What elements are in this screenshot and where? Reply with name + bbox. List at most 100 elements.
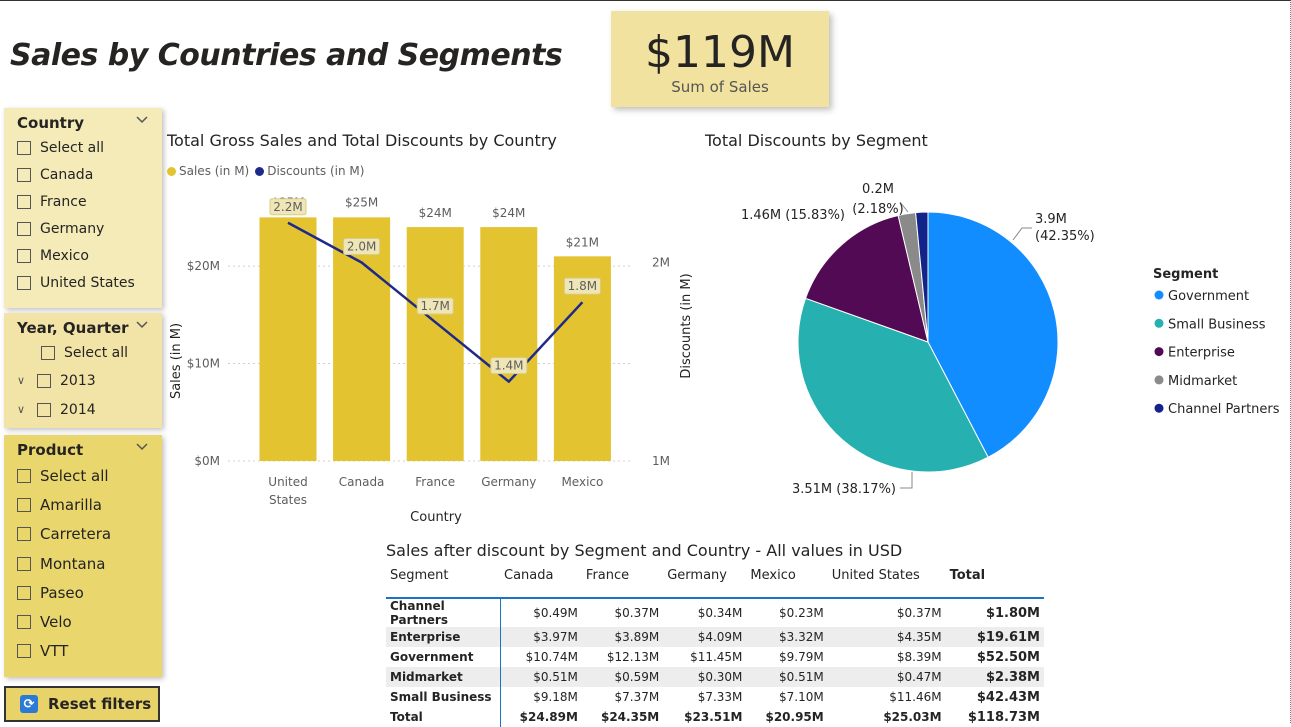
sales-bar[interactable] (406, 227, 464, 461)
kpi-card[interactable]: $119M Sum of Sales (611, 11, 829, 107)
discounts-by-segment-pie[interactable]: 3.9M (42.35%) 3.51M (38.17%) 1.46M (15.83%)… (700, 170, 1290, 510)
checkbox[interactable] (17, 497, 31, 512)
checkbox[interactable] (37, 402, 51, 417)
line-data-label: 1.8M (563, 277, 601, 295)
table-cell: $0.51M (746, 667, 828, 687)
bar-chart-legend: Sales (in M) Discounts (in M) (167, 164, 364, 178)
chevron-down-icon[interactable] (136, 116, 148, 124)
slicer-option[interactable]: Select all (17, 461, 162, 490)
option-label: Select all (64, 344, 128, 361)
chevron-down-icon[interactable] (136, 321, 148, 329)
total-row: Total $24.89M $24.35M $23.51M $20.95M $25.03M… (386, 707, 1044, 727)
column-header[interactable]: France (585, 568, 630, 583)
x-axis-title: Country (410, 510, 462, 525)
expand-chevron-icon[interactable]: ∨ (17, 403, 26, 416)
line-data-label: 1.4M (490, 357, 528, 375)
checkbox[interactable] (17, 140, 31, 155)
line-label-text: 2.0M (347, 239, 376, 253)
legend-dot (1154, 403, 1164, 413)
option-label: VTT (40, 642, 69, 661)
checkbox[interactable] (17, 585, 31, 600)
legend-entry[interactable]: Channel Partners (1168, 402, 1280, 417)
discounts-line[interactable] (287, 221, 584, 384)
pie-slice[interactable] (915, 211, 929, 343)
sales-matrix-table[interactable]: Segment Canada France Germany Mexico United S… (386, 566, 1044, 727)
option-label: United States (40, 274, 135, 291)
pie-slice[interactable] (927, 211, 1059, 458)
table-cell: $0.47M (827, 667, 946, 687)
legend-entry[interactable]: Government (1168, 289, 1249, 304)
expand-chevron-icon[interactable]: ∨ (17, 374, 26, 387)
pie-chart-title: Total Discounts by Segment (705, 131, 928, 150)
option-label: Paseo (40, 583, 84, 602)
leader-line (900, 472, 913, 489)
pie-slice[interactable] (804, 214, 929, 343)
checkbox[interactable] (17, 644, 31, 659)
slicer-option[interactable]: Select all (17, 134, 162, 161)
checkbox[interactable] (37, 373, 51, 388)
line-label-text: 1.8M (568, 279, 597, 293)
column-header[interactable]: Canada (504, 568, 554, 583)
column-header[interactable]: Segment (390, 568, 449, 583)
slicer-option[interactable]: Paseo (17, 578, 162, 607)
x-tick-label: United (268, 475, 307, 489)
checkbox[interactable] (17, 615, 31, 630)
option-label: Select all (40, 466, 109, 485)
sales-bar[interactable] (480, 227, 538, 461)
slicer-option[interactable]: Mexico (17, 242, 162, 269)
checkbox[interactable] (41, 345, 55, 360)
slicer-option[interactable]: Canada (17, 161, 162, 188)
slicer-option[interactable]: VTT (17, 637, 162, 666)
checkbox[interactable] (17, 248, 31, 263)
row-header: Total (390, 710, 423, 724)
checkbox[interactable] (17, 275, 31, 290)
year-select-all-option[interactable]: Select all (17, 339, 162, 366)
pie-label-small-business: 3.51M (38.17%) (792, 472, 913, 497)
checkbox[interactable] (17, 167, 31, 182)
table-cell: $7.37M (614, 690, 660, 704)
checkbox[interactable] (17, 556, 31, 571)
legend-dot (1154, 290, 1164, 300)
year-2013-option[interactable]: ∨ 2013 (17, 366, 162, 395)
row-header: Midmarket (386, 667, 500, 687)
table-cell: $8.39M (896, 650, 942, 664)
slicer-option[interactable]: Amarilla (17, 490, 162, 519)
table-cell: $118.73M (967, 709, 1040, 725)
slicer-option[interactable]: Germany (17, 215, 162, 242)
year-2014-option[interactable]: ∨ 2014 (17, 395, 162, 424)
legend-discounts[interactable]: Discounts (in M) (267, 164, 365, 178)
checkbox[interactable] (17, 221, 31, 236)
pie-slice[interactable] (797, 297, 989, 473)
sales-bar[interactable] (259, 217, 317, 461)
slicer-option[interactable]: Montana (17, 549, 162, 578)
column-header[interactable]: United States (831, 568, 920, 583)
legend-entry[interactable]: Midmarket (1168, 374, 1237, 389)
slicer-option[interactable]: Carretera (17, 520, 162, 549)
slicer-option[interactable]: United States (17, 269, 162, 296)
sales-discounts-chart[interactable]: $0M$10M$20M1M2M$25MUnitedStates$25MCanad… (160, 185, 700, 530)
column-header[interactable]: Germany (667, 568, 727, 583)
legend-entry[interactable]: Small Business (1168, 317, 1266, 332)
table-cell: $9.79M (779, 650, 824, 664)
leader-line (1012, 227, 1032, 241)
data-label-box (563, 277, 601, 295)
slicer-option[interactable]: France (17, 188, 162, 215)
x-tick-label: Germany (481, 475, 536, 489)
checkbox[interactable] (17, 468, 31, 483)
table-cell: $12.13M (606, 650, 660, 664)
legend-sales[interactable]: Sales (in M) (179, 164, 250, 178)
legend-entry[interactable]: Enterprise (1168, 346, 1235, 361)
sales-bar[interactable] (333, 217, 391, 461)
table-cell: $11.45M (690, 650, 743, 664)
checkbox[interactable] (17, 527, 31, 542)
y-tick-label: $0M (194, 454, 220, 468)
leader-line (899, 201, 909, 213)
chevron-down-icon[interactable] (136, 443, 148, 451)
table-cell: $3.32M (746, 627, 828, 647)
column-header[interactable]: Total (949, 568, 986, 583)
slicer-option[interactable]: Velo (17, 607, 162, 636)
reset-filters-button[interactable]: ⟳ Reset filters (4, 686, 160, 722)
checkbox[interactable] (17, 194, 31, 209)
column-header[interactable]: Mexico (750, 568, 796, 583)
y2-tick-label: 1M (652, 454, 670, 468)
